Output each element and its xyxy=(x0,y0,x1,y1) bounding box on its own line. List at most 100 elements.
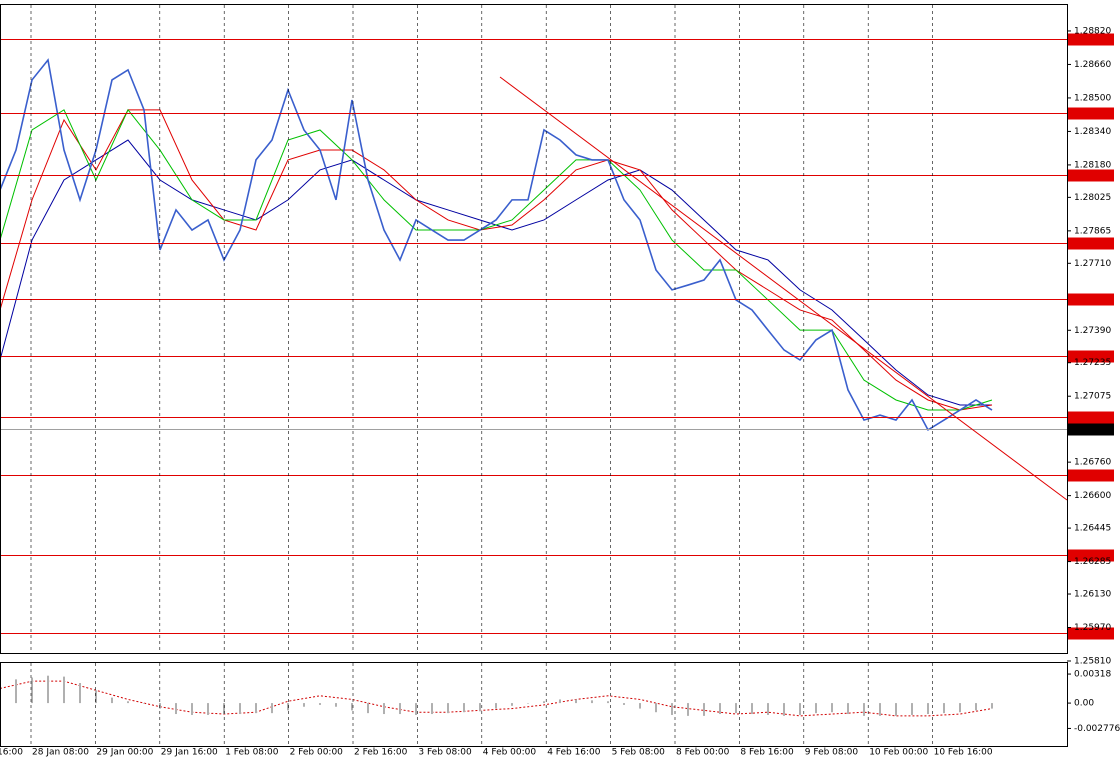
level-label-box xyxy=(1068,549,1114,562)
histogram-bar xyxy=(783,703,785,716)
histogram-bar xyxy=(575,699,577,704)
y-tick-label: 1.25970 xyxy=(1074,623,1111,633)
y-tick-label: 0.00 xyxy=(1074,699,1094,709)
histogram-bar xyxy=(687,703,689,716)
y-tick-label: 1.26445 xyxy=(1074,524,1111,534)
histogram-bar xyxy=(511,703,513,706)
histogram-bar xyxy=(591,700,593,704)
histogram-bar xyxy=(527,703,529,704)
histogram-bar xyxy=(79,683,81,704)
x-tick-label: 10 Feb 00:00 xyxy=(869,748,928,758)
histogram-bar xyxy=(543,701,545,704)
y-tick-label: 1.28820 xyxy=(1074,26,1111,36)
x-tick-label: 3 Feb 08:00 xyxy=(418,748,472,758)
histogram-bar xyxy=(415,703,417,715)
y-tick-label: 1.26285 xyxy=(1074,557,1111,567)
level-label-box xyxy=(1068,411,1114,424)
histogram-bar xyxy=(895,703,897,716)
main-frame xyxy=(0,4,1068,654)
histogram-bar xyxy=(799,703,801,715)
x-tick-label: 4 Feb 00:00 xyxy=(483,748,537,758)
level-label-box xyxy=(1068,293,1114,306)
histogram-bar xyxy=(303,703,305,707)
level-label-box xyxy=(1068,469,1114,482)
y-tick-label: 1.28500 xyxy=(1074,93,1111,103)
y-tick-label: 1.27235 xyxy=(1074,358,1111,368)
histogram-bar xyxy=(191,703,193,715)
trend-line xyxy=(499,76,1068,501)
histogram-bar xyxy=(671,703,673,715)
y-tick-label: 1.26760 xyxy=(1074,458,1111,468)
histogram-bar xyxy=(143,703,145,704)
histogram-bar xyxy=(111,697,113,704)
histogram-bar xyxy=(815,703,817,714)
histogram-bar xyxy=(751,703,753,715)
histogram-bar xyxy=(431,703,433,715)
y-tick-label: 1.27865 xyxy=(1074,226,1111,236)
y-tick-label: 1.27390 xyxy=(1074,326,1111,336)
y-tick-label: 1.25810 xyxy=(1074,657,1111,667)
y-tick-label: 1.26130 xyxy=(1074,590,1111,600)
histogram-bar xyxy=(719,703,721,715)
histogram-bar xyxy=(991,703,993,709)
level-label-box xyxy=(1068,627,1114,640)
histogram-bar xyxy=(863,703,865,716)
histogram-bar xyxy=(223,703,225,715)
histogram-bar xyxy=(879,703,881,716)
y-tick-label: 1.28180 xyxy=(1074,160,1111,170)
histogram-bar xyxy=(831,703,833,713)
histogram-bar xyxy=(911,703,913,715)
x-tick-label: 8 Feb 00:00 xyxy=(676,748,730,758)
histogram-bar xyxy=(399,703,401,715)
histogram-bar xyxy=(735,703,737,714)
x-tick-label: 1 Feb 08:00 xyxy=(225,748,279,758)
signal-line xyxy=(0,680,993,717)
histogram-bar xyxy=(655,703,657,713)
histogram-bar xyxy=(559,699,561,704)
price-line xyxy=(0,58,993,432)
y-tick-label: 1.28660 xyxy=(1074,60,1111,70)
histogram-bar xyxy=(703,703,705,716)
x-tick-label: 29 Jan 00:00 xyxy=(96,748,153,758)
current-price-box xyxy=(1068,423,1114,436)
moving-average xyxy=(0,108,993,411)
level-label-box xyxy=(1068,33,1114,46)
histogram-bar xyxy=(639,703,641,709)
y-tick-label: 0.00318 xyxy=(1074,670,1111,680)
y-tick-label: 1.28340 xyxy=(1074,127,1111,137)
level-label-box xyxy=(1068,350,1114,363)
histogram-bar xyxy=(255,703,257,714)
x-tick-label: 5 Feb 08:00 xyxy=(612,748,666,758)
x-tick-label: 2 Feb 16:00 xyxy=(354,748,408,758)
y-tick-label: -0.002776 xyxy=(1074,724,1120,734)
histogram-bar xyxy=(287,703,289,711)
histogram-bar xyxy=(15,679,17,704)
y-tick-label: 1.27710 xyxy=(1074,259,1111,269)
histogram-bar xyxy=(479,703,481,712)
histogram-bar xyxy=(975,703,977,711)
histogram-bar xyxy=(767,703,769,715)
x-tick-label: 9 Feb 08:00 xyxy=(805,748,859,758)
histogram-bar xyxy=(959,703,961,713)
histogram-bar xyxy=(927,703,929,715)
histogram-bar xyxy=(95,690,97,704)
moving-average xyxy=(0,109,993,411)
histogram-bar xyxy=(335,703,337,707)
level-label-box xyxy=(1068,169,1114,182)
histogram-bar xyxy=(463,703,465,713)
histogram-bar xyxy=(207,703,209,715)
x-tick-label: 28 Jan 08:00 xyxy=(32,748,89,758)
x-tick-label: 2 Feb 00:00 xyxy=(290,748,344,758)
histogram-bar xyxy=(383,703,385,715)
level-label-box xyxy=(1068,237,1114,250)
y-tick-label: 1.27075 xyxy=(1074,392,1111,402)
y-tick-label: 1.28025 xyxy=(1074,193,1111,203)
histogram-bar xyxy=(47,675,49,704)
x-tick-label: 4 Feb 16:00 xyxy=(547,748,601,758)
histogram-bar xyxy=(607,701,609,704)
histogram-bar xyxy=(847,703,849,715)
histogram-bar xyxy=(495,703,497,709)
